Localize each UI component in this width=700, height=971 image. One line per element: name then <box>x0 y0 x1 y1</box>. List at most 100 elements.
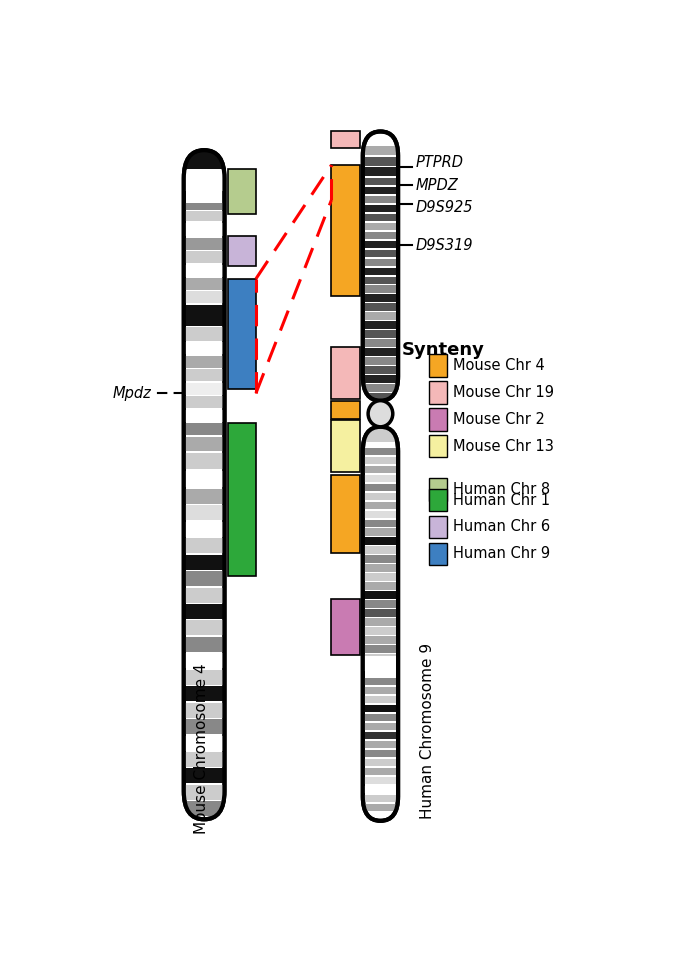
Bar <box>363 768 398 775</box>
Bar <box>363 157 398 166</box>
Bar <box>184 653 225 668</box>
Bar <box>363 794 398 802</box>
Text: Mouse Chr 4: Mouse Chr 4 <box>453 358 545 373</box>
Text: Human Chr 6: Human Chr 6 <box>453 519 550 534</box>
Text: MPDZ: MPDZ <box>416 178 458 193</box>
Bar <box>184 291 225 303</box>
Bar <box>363 196 398 203</box>
Bar <box>184 327 225 341</box>
Bar <box>331 165 360 296</box>
Bar <box>184 170 225 191</box>
Bar <box>184 720 225 734</box>
Bar <box>363 722 398 730</box>
Bar <box>331 475 360 553</box>
Bar <box>363 167 398 177</box>
Text: Human Chr 8: Human Chr 8 <box>453 483 550 497</box>
Bar <box>363 385 398 391</box>
Bar <box>363 636 398 644</box>
Bar <box>184 488 225 504</box>
FancyBboxPatch shape <box>363 131 398 401</box>
Bar <box>363 232 398 239</box>
Bar <box>363 313 398 319</box>
Bar <box>363 786 398 793</box>
Bar <box>363 349 398 355</box>
Bar <box>184 151 225 169</box>
Bar <box>429 382 447 404</box>
Bar <box>363 285 398 293</box>
Bar <box>184 437 225 452</box>
Bar <box>363 258 398 266</box>
Bar <box>429 479 447 501</box>
Bar <box>184 212 225 221</box>
Text: Synteny: Synteny <box>401 341 484 359</box>
Ellipse shape <box>368 401 393 427</box>
Bar <box>363 655 398 671</box>
Bar <box>363 678 398 686</box>
Bar <box>363 555 398 563</box>
Bar <box>363 303 398 311</box>
Bar <box>184 383 225 394</box>
Bar <box>429 543 447 565</box>
Bar <box>363 696 398 703</box>
Bar <box>363 147 398 155</box>
Bar <box>184 620 225 635</box>
Bar <box>184 686 225 701</box>
Bar <box>363 573 398 581</box>
Bar <box>331 347 360 399</box>
Bar <box>184 423 225 435</box>
Bar <box>363 511 398 518</box>
Bar <box>184 251 225 263</box>
Bar <box>331 420 360 473</box>
Text: Human Chromosome 9: Human Chromosome 9 <box>421 643 435 820</box>
Bar <box>363 547 398 553</box>
Bar <box>184 703 225 718</box>
Text: Human Chr 1: Human Chr 1 <box>453 492 550 508</box>
Bar <box>363 714 398 721</box>
Bar <box>184 222 225 236</box>
Bar <box>429 408 447 430</box>
Bar <box>363 214 398 221</box>
FancyBboxPatch shape <box>184 151 225 820</box>
Bar <box>363 583 398 589</box>
Bar <box>363 375 398 383</box>
Text: Mouse Chromosome 4: Mouse Chromosome 4 <box>194 663 209 834</box>
Bar <box>363 609 398 617</box>
Bar <box>184 571 225 586</box>
Bar <box>363 750 398 757</box>
Bar <box>363 528 398 536</box>
Bar <box>184 471 225 487</box>
Bar <box>184 343 225 354</box>
Bar <box>363 475 398 483</box>
Bar <box>363 393 398 401</box>
Bar <box>363 705 398 713</box>
Bar <box>363 456 398 464</box>
Bar <box>363 654 398 661</box>
Bar <box>228 236 256 266</box>
Bar <box>184 587 225 602</box>
Bar <box>363 294 398 302</box>
Bar <box>363 277 398 284</box>
Bar <box>331 131 360 148</box>
Bar <box>363 268 398 275</box>
Bar <box>363 777 398 785</box>
Bar <box>363 178 398 185</box>
Bar <box>228 169 256 214</box>
Bar <box>184 538 225 553</box>
Bar <box>363 627 398 635</box>
Text: Mpdz: Mpdz <box>113 385 151 401</box>
Bar <box>184 604 225 619</box>
Bar <box>184 369 225 382</box>
Bar <box>363 339 398 347</box>
Bar <box>184 752 225 767</box>
Bar <box>184 768 225 784</box>
Bar <box>184 278 225 290</box>
Bar <box>184 305 225 326</box>
FancyBboxPatch shape <box>363 427 398 820</box>
Bar <box>331 401 360 419</box>
Bar <box>363 484 398 491</box>
Text: Mouse Chr 19: Mouse Chr 19 <box>453 385 554 400</box>
Bar <box>184 238 225 250</box>
Bar <box>363 466 398 473</box>
Text: Human Chr 9: Human Chr 9 <box>453 547 550 561</box>
Bar <box>363 741 398 749</box>
